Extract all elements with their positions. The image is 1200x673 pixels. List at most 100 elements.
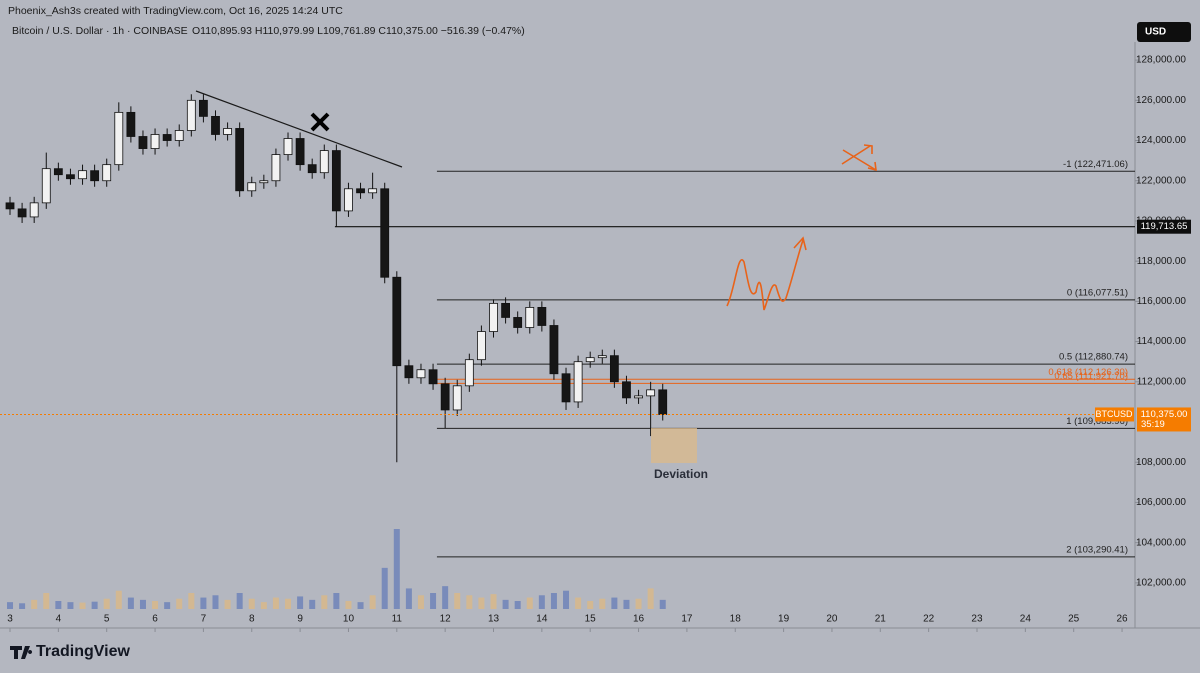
x-mark xyxy=(310,112,330,132)
candle-body xyxy=(126,111,136,137)
countdown: 35:19 xyxy=(1141,419,1165,430)
volume-bar xyxy=(333,593,340,609)
candle-body xyxy=(477,331,486,361)
x-tick-label: 7 xyxy=(201,614,207,625)
volume-bar xyxy=(563,590,570,609)
candle-body xyxy=(404,365,414,379)
candle-body xyxy=(573,361,583,403)
volume-bar xyxy=(248,598,255,609)
volume-bar xyxy=(659,599,666,609)
volume-bar xyxy=(647,588,654,609)
candle-body xyxy=(162,134,172,141)
y-tick-label: 122,000.00 xyxy=(1136,175,1186,186)
x-tick-label: 15 xyxy=(585,614,597,625)
x-tick-label: 16 xyxy=(633,614,645,625)
currency-button[interactable] xyxy=(1137,22,1191,42)
candle-body xyxy=(428,369,438,385)
candle-body xyxy=(211,115,220,135)
price-tag xyxy=(1137,407,1191,432)
volume-bar xyxy=(297,596,304,609)
brand-logo xyxy=(10,646,33,659)
x-tick-label: 18 xyxy=(730,614,742,625)
x-tick-label: 26 xyxy=(1116,614,1128,625)
volume-bar xyxy=(200,597,207,609)
volume-bar xyxy=(430,593,437,609)
candle-body xyxy=(199,99,208,117)
candle-body xyxy=(247,182,257,192)
candle-body xyxy=(609,355,619,383)
x-tick-label: 6 xyxy=(152,614,158,625)
annotation: Deviation xyxy=(654,467,708,481)
x-tick-label: 8 xyxy=(249,614,255,625)
x-tick-label: 17 xyxy=(681,614,693,625)
x-tick-label: 12 xyxy=(440,614,452,625)
volume-bar xyxy=(442,586,449,609)
y-tick-label: 112,000.00 xyxy=(1137,376,1187,387)
brand: TradingView xyxy=(36,643,131,660)
y-tick-label: 126,000.00 xyxy=(1136,95,1186,106)
volume-bar xyxy=(405,588,412,609)
volume-bar xyxy=(417,595,424,609)
symbol-label: BTCUSD xyxy=(1095,409,1133,419)
header: Phoenix_Ash3s created with TradingView.c… xyxy=(8,5,343,17)
volume-bar xyxy=(285,598,292,609)
candle-body xyxy=(585,357,595,363)
volume-bar xyxy=(91,601,98,609)
volume-bar xyxy=(236,593,243,609)
candle-body xyxy=(114,111,124,166)
candle-body xyxy=(597,355,607,359)
fib-label: 0.65 (111,921.70) xyxy=(1054,371,1128,382)
rejected-arrows xyxy=(841,144,877,172)
fib-label: 0.618 (112,126.30) xyxy=(1048,367,1128,378)
volume-bar xyxy=(454,593,461,609)
volume-bar xyxy=(490,594,497,609)
candle-body xyxy=(658,389,668,415)
volume-bar xyxy=(79,602,86,609)
volume-bar xyxy=(381,567,388,609)
candle-body xyxy=(5,202,15,210)
x-tick-label: 10 xyxy=(343,614,355,625)
candle-body xyxy=(102,164,112,182)
volume-bar xyxy=(345,601,352,609)
volume-bar xyxy=(188,593,195,609)
volume-bar xyxy=(176,598,183,609)
volume-bar xyxy=(502,599,509,609)
candle-body xyxy=(53,168,63,176)
x-tick-label: 25 xyxy=(1068,614,1080,625)
currency[interactable]: USD xyxy=(1145,27,1166,38)
x-tick-label: 22 xyxy=(923,614,935,625)
volume-bar xyxy=(43,593,50,609)
volume-bar xyxy=(526,597,533,609)
deviation-box xyxy=(651,428,697,463)
volume-bar xyxy=(127,597,134,609)
candle-body xyxy=(90,170,100,182)
price-tag xyxy=(1137,219,1191,234)
last-price-label: 110,375.00 xyxy=(1141,409,1188,420)
plot: 102,000.00 104,000.00 106,000.00 108,000.00… xyxy=(0,55,1191,632)
y-tick-label: 102,000.00 xyxy=(1136,578,1186,589)
y-tick-label: 108,000.00 xyxy=(1136,457,1186,468)
candle-body xyxy=(356,188,365,194)
y-tick-label: 106,000.00 xyxy=(1136,497,1186,508)
arrow-up-drawing xyxy=(726,236,807,311)
volume-bar xyxy=(31,599,38,609)
x-tick-label: 11 xyxy=(392,614,403,625)
fib-label: 0 (116,077.51) xyxy=(1067,287,1128,298)
candle-body xyxy=(489,302,498,332)
volume-bar xyxy=(139,599,146,609)
candle-body xyxy=(295,138,305,166)
candle-body xyxy=(138,136,148,149)
x-tick-label: 19 xyxy=(778,614,790,625)
volume-bar xyxy=(7,602,14,609)
x-tick-label: 13 xyxy=(488,614,500,625)
candle-body xyxy=(646,389,656,397)
volume-bar xyxy=(587,601,594,609)
volume-bar xyxy=(115,590,122,609)
candle-body xyxy=(29,202,39,218)
resistance-label: 119,713.65 xyxy=(1141,221,1188,232)
volume-bar xyxy=(635,598,642,609)
y-tick-label: 118,000.00 xyxy=(1137,256,1187,267)
volume-bar xyxy=(538,595,545,609)
